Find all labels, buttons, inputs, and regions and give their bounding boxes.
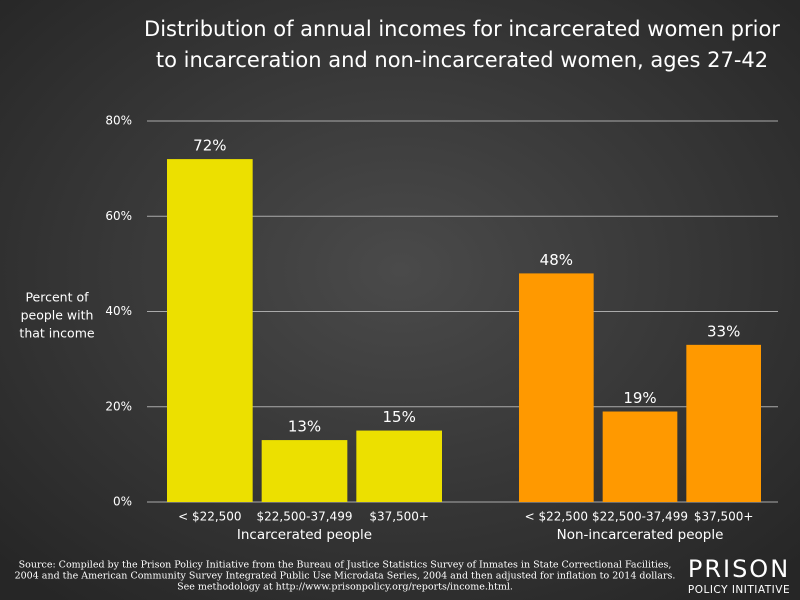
y-axis-label: that income <box>19 326 94 341</box>
value-label: 15% <box>382 408 415 426</box>
source-note: See methodology at http://www.prisonpoli… <box>177 582 513 593</box>
source-note: Source: Compiled by the Prison Policy In… <box>19 560 672 571</box>
source-note: 2004 and the American Community Survey I… <box>15 571 676 582</box>
bar <box>167 159 253 502</box>
value-label: 13% <box>288 418 321 436</box>
bar <box>686 344 761 502</box>
x-tick-label: $37,500+ <box>694 510 754 524</box>
chart-title: Distribution of annual incomes for incar… <box>144 17 780 41</box>
bar <box>519 273 594 502</box>
y-tick-label: 0% <box>113 495 132 509</box>
x-tick-label: $22,500-37,499 <box>257 510 353 524</box>
value-label: 19% <box>623 389 656 407</box>
y-axis-label: Percent of <box>25 290 89 305</box>
value-label: 48% <box>540 251 573 269</box>
y-tick-label: 20% <box>105 399 132 413</box>
y-tick-label: 40% <box>105 304 132 318</box>
y-tick-label: 60% <box>105 209 132 223</box>
group-label: Incarcerated people <box>237 527 372 543</box>
group-label: Non-incarcerated people <box>557 527 724 543</box>
x-tick-label: $22,500-37,499 <box>592 510 688 524</box>
x-tick-label: < $22,500 <box>525 510 589 524</box>
chart-title: to incarceration and non-incarcerated wo… <box>156 48 768 72</box>
y-tick-label: 80% <box>105 114 132 128</box>
logo-sub: POLICY INITIATIVE <box>688 584 790 596</box>
x-tick-label: $37,500+ <box>369 510 429 524</box>
bar <box>356 430 442 502</box>
bar <box>602 411 678 502</box>
value-label: 72% <box>193 137 226 155</box>
x-tick-label: < $22,500 <box>178 510 242 524</box>
logo: PRISON <box>688 555 790 583</box>
value-label: 33% <box>707 322 740 340</box>
bar <box>261 440 348 502</box>
y-axis-label: people with <box>21 308 94 323</box>
